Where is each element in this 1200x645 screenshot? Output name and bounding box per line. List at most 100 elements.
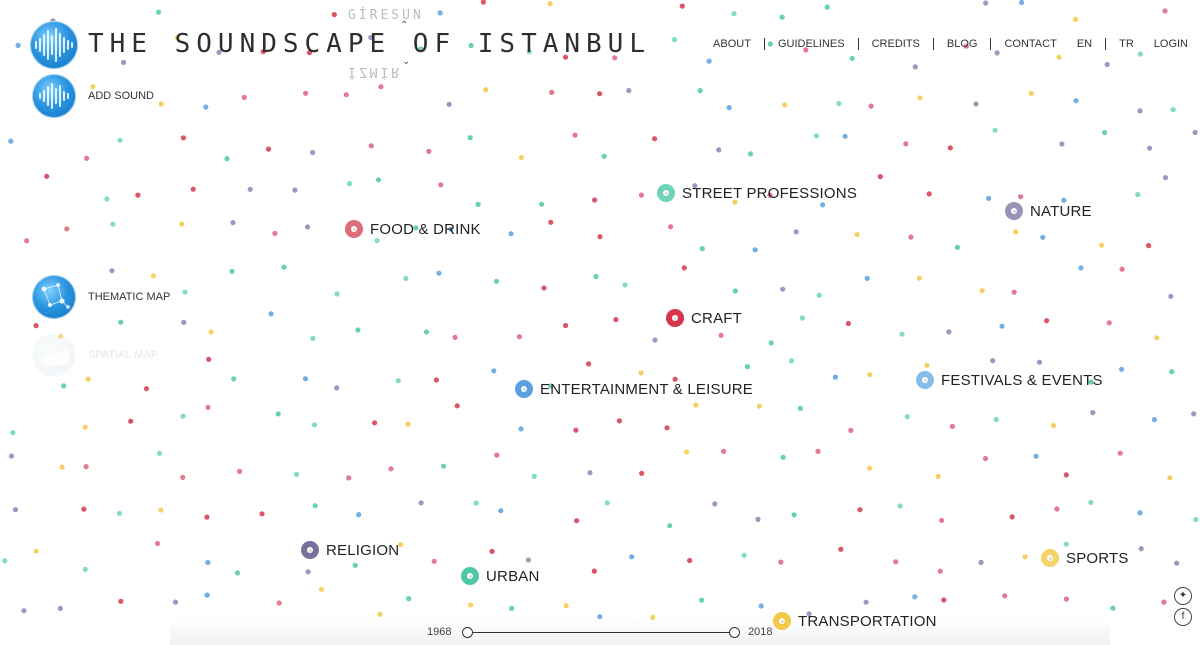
sound-dot[interactable] (118, 319, 124, 325)
sound-dot[interactable] (1138, 546, 1144, 552)
sound-dot[interactable] (436, 270, 442, 276)
sound-dot[interactable] (687, 557, 693, 564)
sound-dot[interactable] (1170, 107, 1176, 113)
sound-dot[interactable] (1073, 98, 1079, 104)
sound-dot[interactable] (205, 404, 211, 410)
sound-dot[interactable] (346, 475, 352, 481)
sound-dot[interactable] (374, 238, 380, 244)
sound-dot[interactable] (791, 512, 797, 518)
sound-dot[interactable] (1044, 318, 1050, 324)
sound-dot[interactable] (935, 473, 941, 480)
sound-dot[interactable] (684, 449, 690, 455)
sound-dot[interactable] (741, 552, 747, 558)
sound-dot[interactable] (1033, 453, 1039, 459)
sound-dot[interactable] (983, 0, 989, 6)
category-entertainment-leisure[interactable]: ENTERTAINMENT & LEISURE (515, 380, 753, 398)
sound-dot[interactable] (721, 448, 727, 454)
sound-dot[interactable] (355, 327, 361, 333)
spatial-map-button[interactable]: SPATIAL MAP (32, 333, 158, 377)
sound-dot[interactable] (204, 514, 210, 520)
sound-dot[interactable] (747, 151, 754, 157)
sound-dot[interactable] (518, 154, 525, 161)
sound-dot[interactable] (128, 418, 134, 424)
sound-dot[interactable] (230, 220, 236, 226)
sound-dot[interactable] (563, 322, 569, 329)
sound-dot[interactable] (1002, 593, 1008, 599)
sound-dot[interactable] (601, 153, 607, 159)
sound-dot[interactable] (824, 4, 830, 10)
sound-dot[interactable] (518, 426, 524, 432)
sound-dot[interactable] (572, 132, 578, 138)
sound-dot[interactable] (849, 55, 855, 61)
sound-dot[interactable] (61, 383, 67, 389)
sound-dot[interactable] (312, 503, 318, 509)
sound-dot[interactable] (372, 420, 378, 426)
sound-dot[interactable] (592, 197, 598, 203)
sound-dot[interactable] (706, 58, 712, 64)
category-nature[interactable]: NATURE (1005, 202, 1092, 220)
sound-dot[interactable] (158, 507, 164, 513)
category-food-drink[interactable]: FOOD & DRINK (345, 220, 481, 238)
sound-dot[interactable] (573, 427, 579, 433)
sound-dot[interactable] (224, 156, 230, 162)
sound-dot[interactable] (468, 42, 474, 49)
sound-dot[interactable] (154, 540, 161, 547)
sound-dot[interactable] (767, 192, 773, 198)
sound-dot[interactable] (491, 368, 497, 374)
sound-dot[interactable] (454, 403, 460, 409)
sound-dot[interactable] (121, 59, 127, 65)
sound-dot[interactable] (1061, 197, 1067, 203)
sound-dot[interactable] (388, 466, 394, 472)
nav-credits[interactable]: CREDITS (871, 38, 920, 50)
sound-dot[interactable] (21, 608, 27, 614)
sound-dot[interactable] (293, 471, 300, 477)
sound-dot[interactable] (1063, 472, 1069, 478)
sound-dot[interactable] (331, 12, 337, 18)
sound-dot[interactable] (467, 135, 473, 141)
sound-dot[interactable] (1063, 596, 1069, 602)
sound-dot[interactable] (1137, 108, 1143, 114)
timeline-start-handle[interactable] (462, 627, 473, 638)
sound-dot[interactable] (1147, 145, 1153, 151)
sound-dot[interactable] (302, 376, 309, 382)
sound-dot[interactable] (231, 376, 237, 382)
sound-dot[interactable] (33, 548, 39, 554)
sound-dot[interactable] (208, 329, 214, 335)
sound-dot[interactable] (1022, 554, 1028, 560)
sound-dot[interactable] (418, 500, 424, 506)
category-religion[interactable]: RELIGION (301, 541, 399, 559)
sound-dot[interactable] (681, 265, 687, 271)
sound-dot[interactable] (836, 100, 842, 107)
sound-dot[interactable] (150, 273, 156, 279)
sound-dot[interactable] (899, 331, 905, 337)
sound-dot[interactable] (8, 453, 15, 459)
sound-dot[interactable] (292, 187, 298, 193)
timeline-end-handle[interactable] (729, 627, 740, 638)
sound-dot[interactable] (395, 378, 401, 384)
sound-dot[interactable] (779, 14, 785, 20)
sound-dot[interactable] (509, 605, 515, 612)
sound-dot[interactable] (732, 199, 738, 205)
sound-dot[interactable] (726, 105, 732, 111)
sound-dot[interactable] (586, 361, 592, 367)
sound-dot[interactable] (547, 1, 553, 7)
sound-dot[interactable] (541, 285, 547, 291)
sound-dot[interactable] (574, 518, 580, 524)
sound-dot[interactable] (1059, 141, 1065, 147)
sound-dot[interactable] (135, 192, 141, 198)
sound-dot[interactable] (24, 238, 30, 244)
sound-dot[interactable] (423, 329, 430, 335)
sound-dot[interactable] (418, 46, 424, 52)
sound-dot[interactable] (1018, 194, 1024, 200)
sound-dot[interactable] (672, 376, 678, 382)
sound-dot[interactable] (916, 275, 922, 281)
sound-dot[interactable] (406, 596, 412, 602)
sound-dot[interactable] (1135, 191, 1141, 198)
sound-dot[interactable] (979, 288, 985, 294)
sound-dot[interactable] (158, 101, 164, 107)
sound-dot[interactable] (947, 145, 953, 151)
sound-dot[interactable] (838, 546, 844, 552)
sound-dot[interactable] (305, 224, 311, 230)
add-sound-button[interactable]: ADD SOUND (32, 74, 154, 118)
sound-dot[interactable] (525, 557, 532, 563)
